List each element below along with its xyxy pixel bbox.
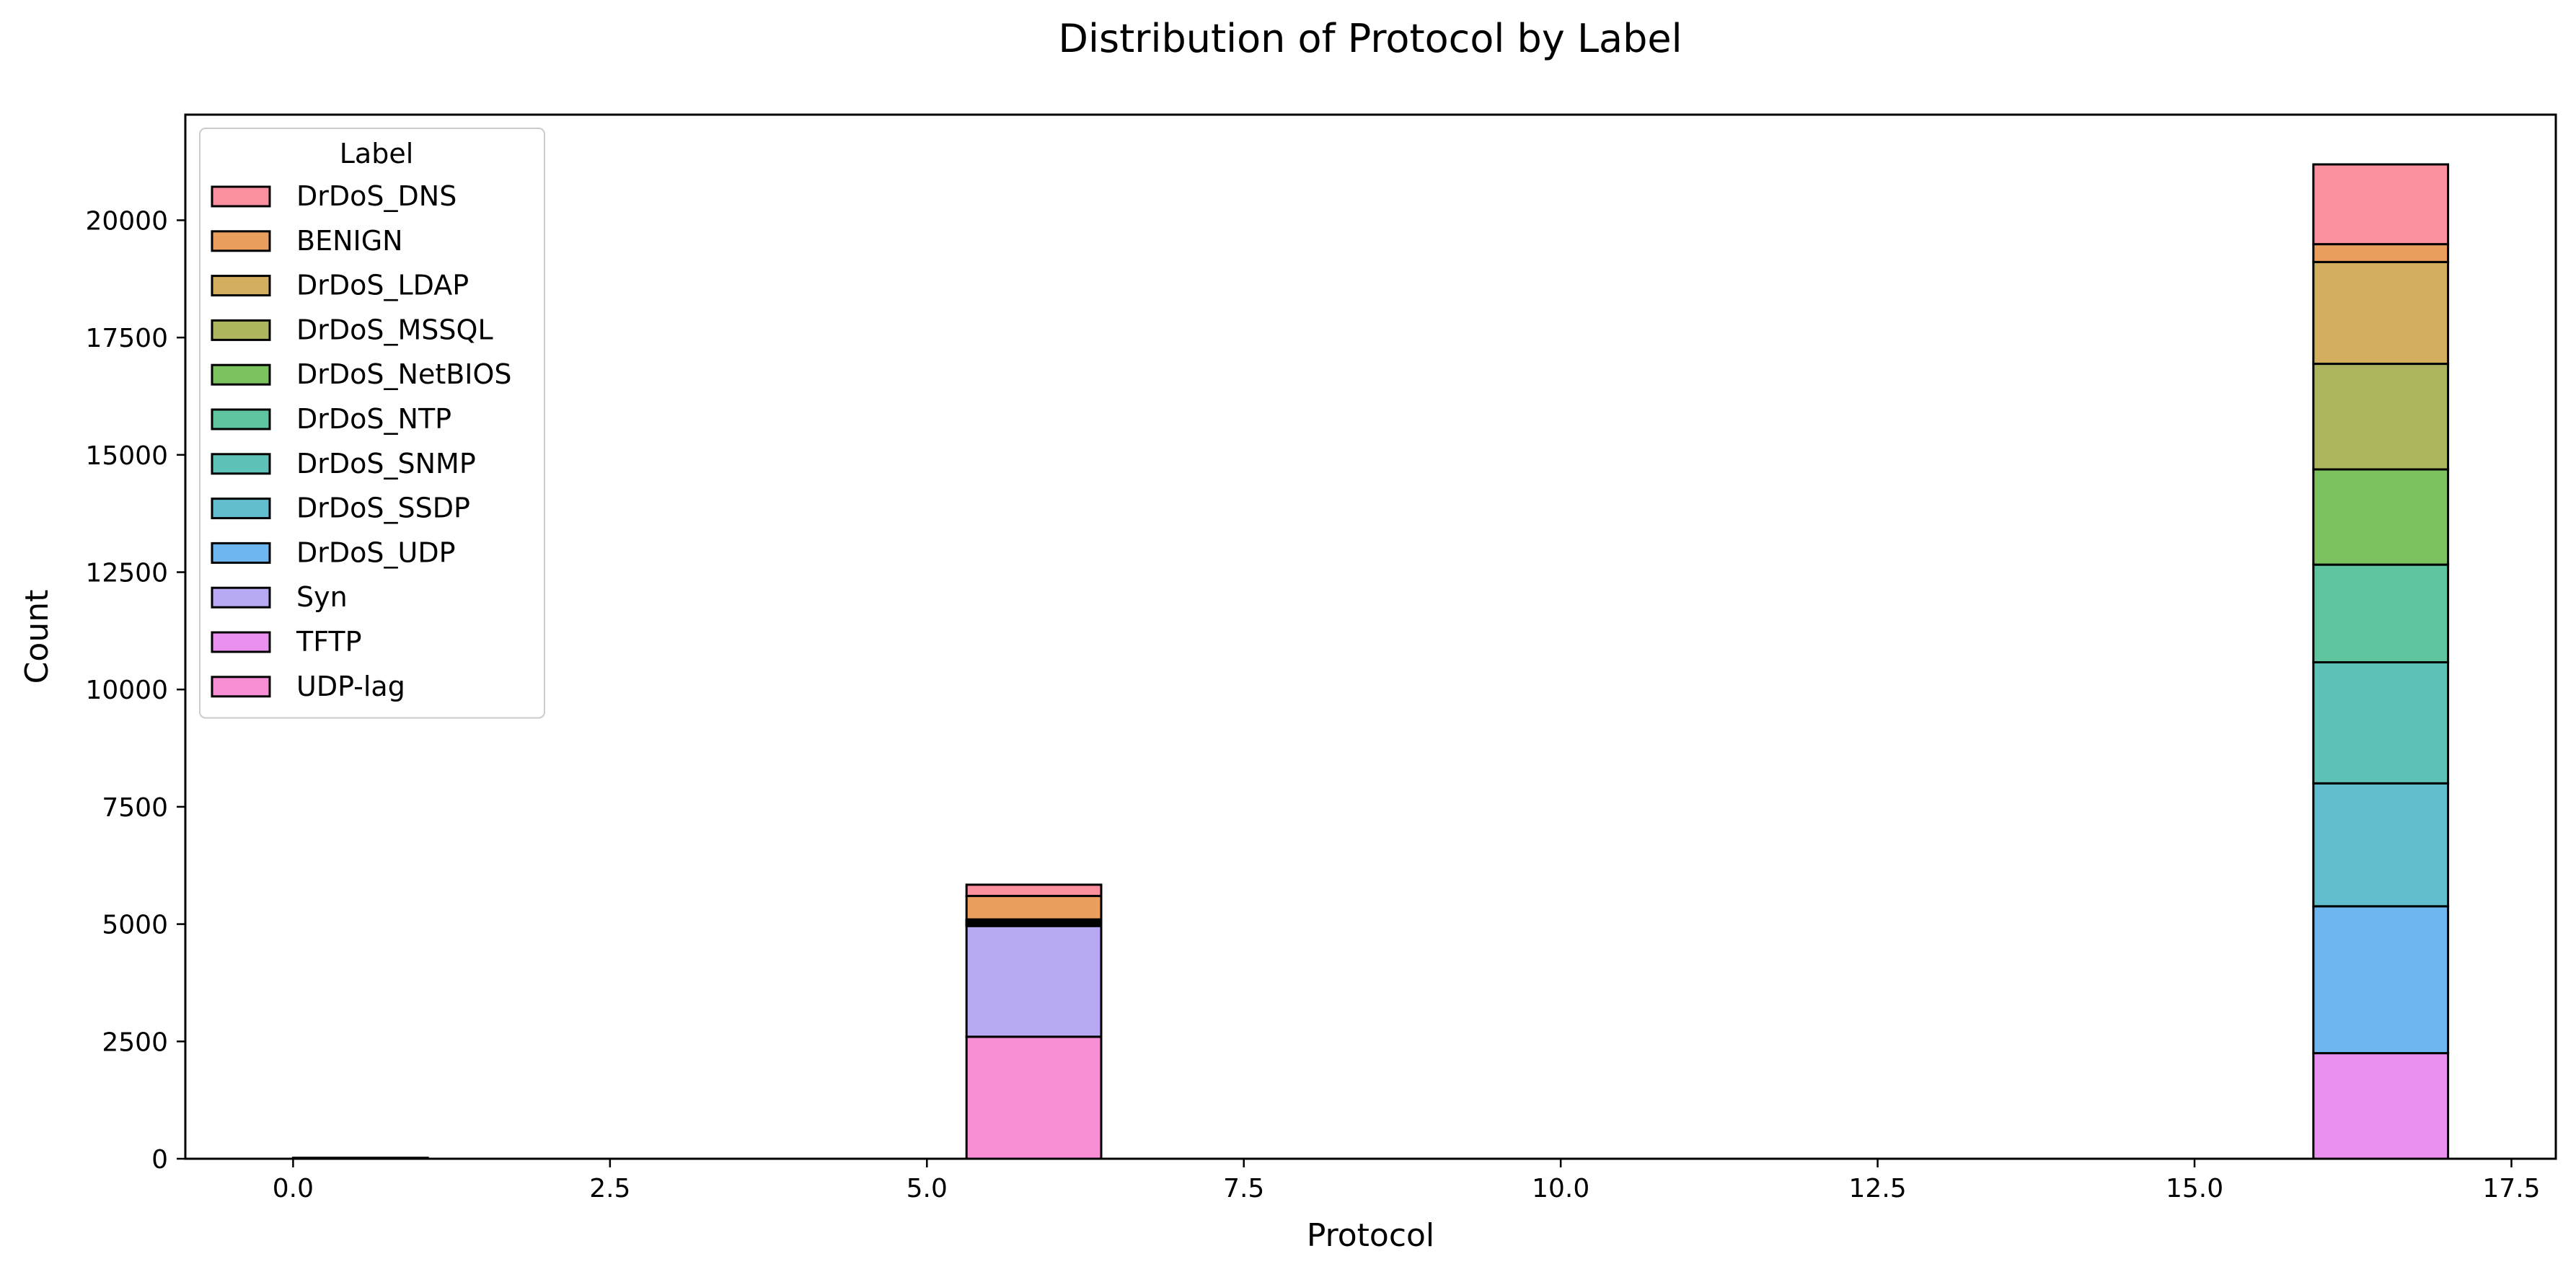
bar-segment [2312, 660, 2450, 785]
bar-segment [2312, 468, 2450, 566]
y-tick-label: 20000 [85, 206, 168, 236]
bar-segment [2312, 363, 2450, 471]
x-axis: 0.0 2.5 5.0 7.5 10.0 12.5 15.0 17.5 [273, 1159, 2541, 1203]
bar-segment [2312, 782, 2450, 908]
bars-layer [291, 163, 2450, 1160]
plot-frame [184, 113, 2557, 1160]
legend-items: DrDoS_DNS BENIGN DrDoS_LDAP DrDoS_MSSQL DrDo… [211, 180, 512, 702]
legend-swatch [211, 542, 271, 564]
legend-swatch [211, 498, 271, 520]
legend-frame [199, 128, 545, 719]
legend-title: Label [340, 138, 414, 169]
bar-segment [2312, 243, 2450, 263]
legend-label: TFTP [296, 626, 362, 658]
bar-segment [965, 1035, 1103, 1160]
x-tick-label: 10.0 [1532, 1174, 1589, 1203]
y-axis-label: Count [19, 590, 56, 684]
legend-label: DrDoS_UDP [296, 536, 456, 568]
legend-label: UDP-lag [296, 671, 405, 702]
legend-swatch [211, 631, 271, 653]
legend-swatch [211, 275, 271, 297]
x-tick-label: 7.5 [1223, 1174, 1264, 1203]
y-tick-label: 7500 [102, 793, 168, 823]
bar-segment [2312, 905, 2450, 1055]
y-axis: 0 2500 5000 7500 10000 12500 15000 17500 20000 [85, 206, 185, 1175]
legend-swatch [211, 185, 271, 208]
bar-segment [965, 883, 1103, 898]
legend-label: DrDoS_SSDP [296, 492, 470, 524]
y-tick-label: 5000 [102, 911, 168, 940]
legend-swatch [211, 676, 271, 698]
bar-segment [2312, 163, 2450, 246]
legend-label: DrDoS_DNS [296, 180, 456, 212]
y-tick-label: 0 [151, 1145, 168, 1175]
legend-swatch [211, 230, 271, 252]
legend-swatch [211, 363, 271, 386]
y-tick-label: 15000 [85, 441, 168, 471]
legend-label: DrDoS_MSSQL [296, 314, 493, 345]
bar-segment [2312, 563, 2450, 663]
legend-swatch [211, 453, 271, 475]
legend-swatch [211, 586, 271, 609]
x-tick-label: 12.5 [1849, 1174, 1907, 1203]
legend: Label DrDoS_DNS BENIGN DrDoS_LDAP DrDoS_MSS… [199, 128, 545, 719]
x-tick-label: 17.5 [2482, 1174, 2540, 1203]
y-tick-label: 12500 [85, 559, 168, 588]
bar-segment [965, 895, 1103, 921]
bar-segment [2312, 260, 2450, 366]
chart-title: Distribution of Protocol by Label [1058, 16, 1682, 61]
legend-label: Syn [296, 581, 348, 613]
legend-label: BENIGN [296, 225, 403, 257]
y-tick-label: 10000 [85, 676, 168, 705]
legend-label: DrDoS_LDAP [296, 270, 469, 301]
bar-segment [965, 924, 1103, 1038]
legend-label: DrDoS_SNMP [296, 448, 476, 480]
legend-swatch [211, 408, 271, 430]
legend-label: DrDoS_NTP [296, 403, 451, 435]
x-tick-label: 2.5 [589, 1174, 630, 1203]
y-tick-label: 2500 [102, 1028, 168, 1057]
y-tick-label: 17500 [85, 324, 168, 353]
bar-segment [2312, 1052, 2450, 1160]
x-tick-label: 15.0 [2166, 1174, 2223, 1203]
legend-label: DrDoS_NetBIOS [296, 358, 512, 390]
x-tick-label: 0.0 [273, 1174, 314, 1203]
x-axis-label: Protocol [1307, 1217, 1434, 1254]
legend-swatch [211, 319, 271, 341]
x-tick-label: 5.0 [907, 1174, 948, 1203]
